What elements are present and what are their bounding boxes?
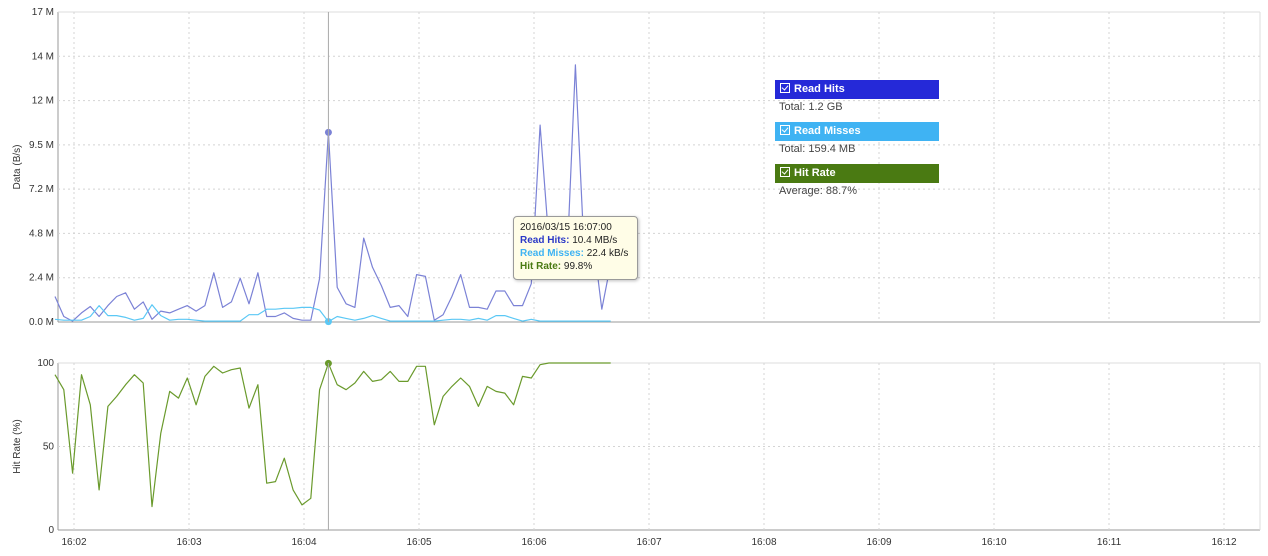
legend-label-read-hits: Read Hits (794, 83, 845, 95)
hit-rate-panel-y-axis-title: Hit Rate (%) (12, 419, 23, 473)
data-panel-y-tick-label: 17 M (32, 7, 54, 18)
tooltip: 2016/03/15 16:07:00 Read Hits: 10.4 MB/s… (513, 216, 638, 280)
data-panel-y-tick-label: 9.5 M (29, 140, 54, 151)
x-tick-label: 16:12 (1211, 537, 1236, 548)
data-panel-y-tick-label: 4.8 M (29, 228, 54, 239)
x-tick-label: 16:05 (406, 537, 431, 548)
data-panel-y-tick-label: 7.2 M (29, 184, 54, 195)
legend: Read Hits Total: 1.2 GB Read Misses Tota… (775, 80, 939, 206)
legend-item-hit-rate[interactable]: Hit Rate Average: 88.7% (775, 164, 939, 201)
x-tick-label: 16:04 (291, 537, 316, 548)
legend-total-read-hits: Total: 1.2 GB (779, 101, 843, 113)
data-panel-y-tick-label: 0.0 M (29, 317, 54, 328)
hit-rate-panel-y-tick-label: 0 (48, 525, 54, 536)
data-panel-y-tick-label: 14 M (32, 51, 54, 62)
data-panel-y-axis-title: Data (B/s) (12, 144, 23, 189)
tooltip-row-read-misses: Read Misses: 22.4 kB/s (520, 247, 637, 260)
series-line-read-misses (54, 304, 611, 323)
tooltip-label-read-hits: Read Hits: (520, 235, 570, 246)
tooltip-row-read-hits: Read Hits: 10.4 MB/s (520, 234, 637, 247)
series-line-hit-rate (54, 362, 611, 508)
x-tick-label: 16:08 (751, 537, 776, 548)
checkbox-icon[interactable] (780, 125, 790, 135)
x-tick-label: 16:03 (176, 537, 201, 548)
x-tick-label: 16:10 (981, 537, 1006, 548)
x-tick-label: 16:11 (1097, 537, 1122, 548)
legend-item-read-misses[interactable]: Read Misses Total: 159.4 MB (775, 122, 939, 159)
x-tick-label: 16:09 (866, 537, 891, 548)
tooltip-label-hit-rate: Hit Rate: (520, 261, 562, 272)
legend-label-hit-rate: Hit Rate (794, 167, 836, 179)
tooltip-value-hit-rate: 99.8% (563, 261, 593, 272)
hit-rate-panel-y-tick-label: 50 (43, 442, 55, 453)
series-line-read-hits (54, 64, 612, 322)
tooltip-value-read-misses: 22.4 kB/s (586, 248, 629, 259)
legend-average-hit-rate: Average: 88.7% (779, 185, 858, 197)
legend-label-read-misses: Read Misses (794, 125, 861, 137)
checkbox-icon[interactable] (780, 83, 790, 93)
tooltip-time: 2016/03/15 16:07:00 (520, 222, 612, 233)
legend-item-read-hits[interactable]: Read Hits Total: 1.2 GB (775, 80, 939, 117)
checkbox-icon[interactable] (780, 167, 790, 177)
tooltip-label-read-misses: Read Misses: (520, 248, 584, 259)
tooltip-row-hit-rate: Hit Rate: 99.8% (520, 260, 637, 273)
x-tick-label: 16:02 (61, 537, 86, 548)
x-tick-label: 16:07 (636, 537, 661, 548)
data-panel-y-tick-label: 12 M (32, 96, 54, 107)
legend-total-read-misses: Total: 159.4 MB (779, 143, 856, 155)
legend-toggle-read-hits[interactable]: Read Hits (775, 80, 939, 99)
tooltip-value-read-hits: 10.4 MB/s (572, 235, 618, 246)
hit-rate-panel-y-tick-label: 100 (37, 358, 54, 369)
x-tick-label: 16:06 (521, 537, 546, 548)
legend-toggle-hit-rate[interactable]: Hit Rate (775, 164, 939, 183)
data-panel-y-tick-label: 2.4 M (29, 273, 54, 284)
legend-toggle-read-misses[interactable]: Read Misses (775, 122, 939, 141)
